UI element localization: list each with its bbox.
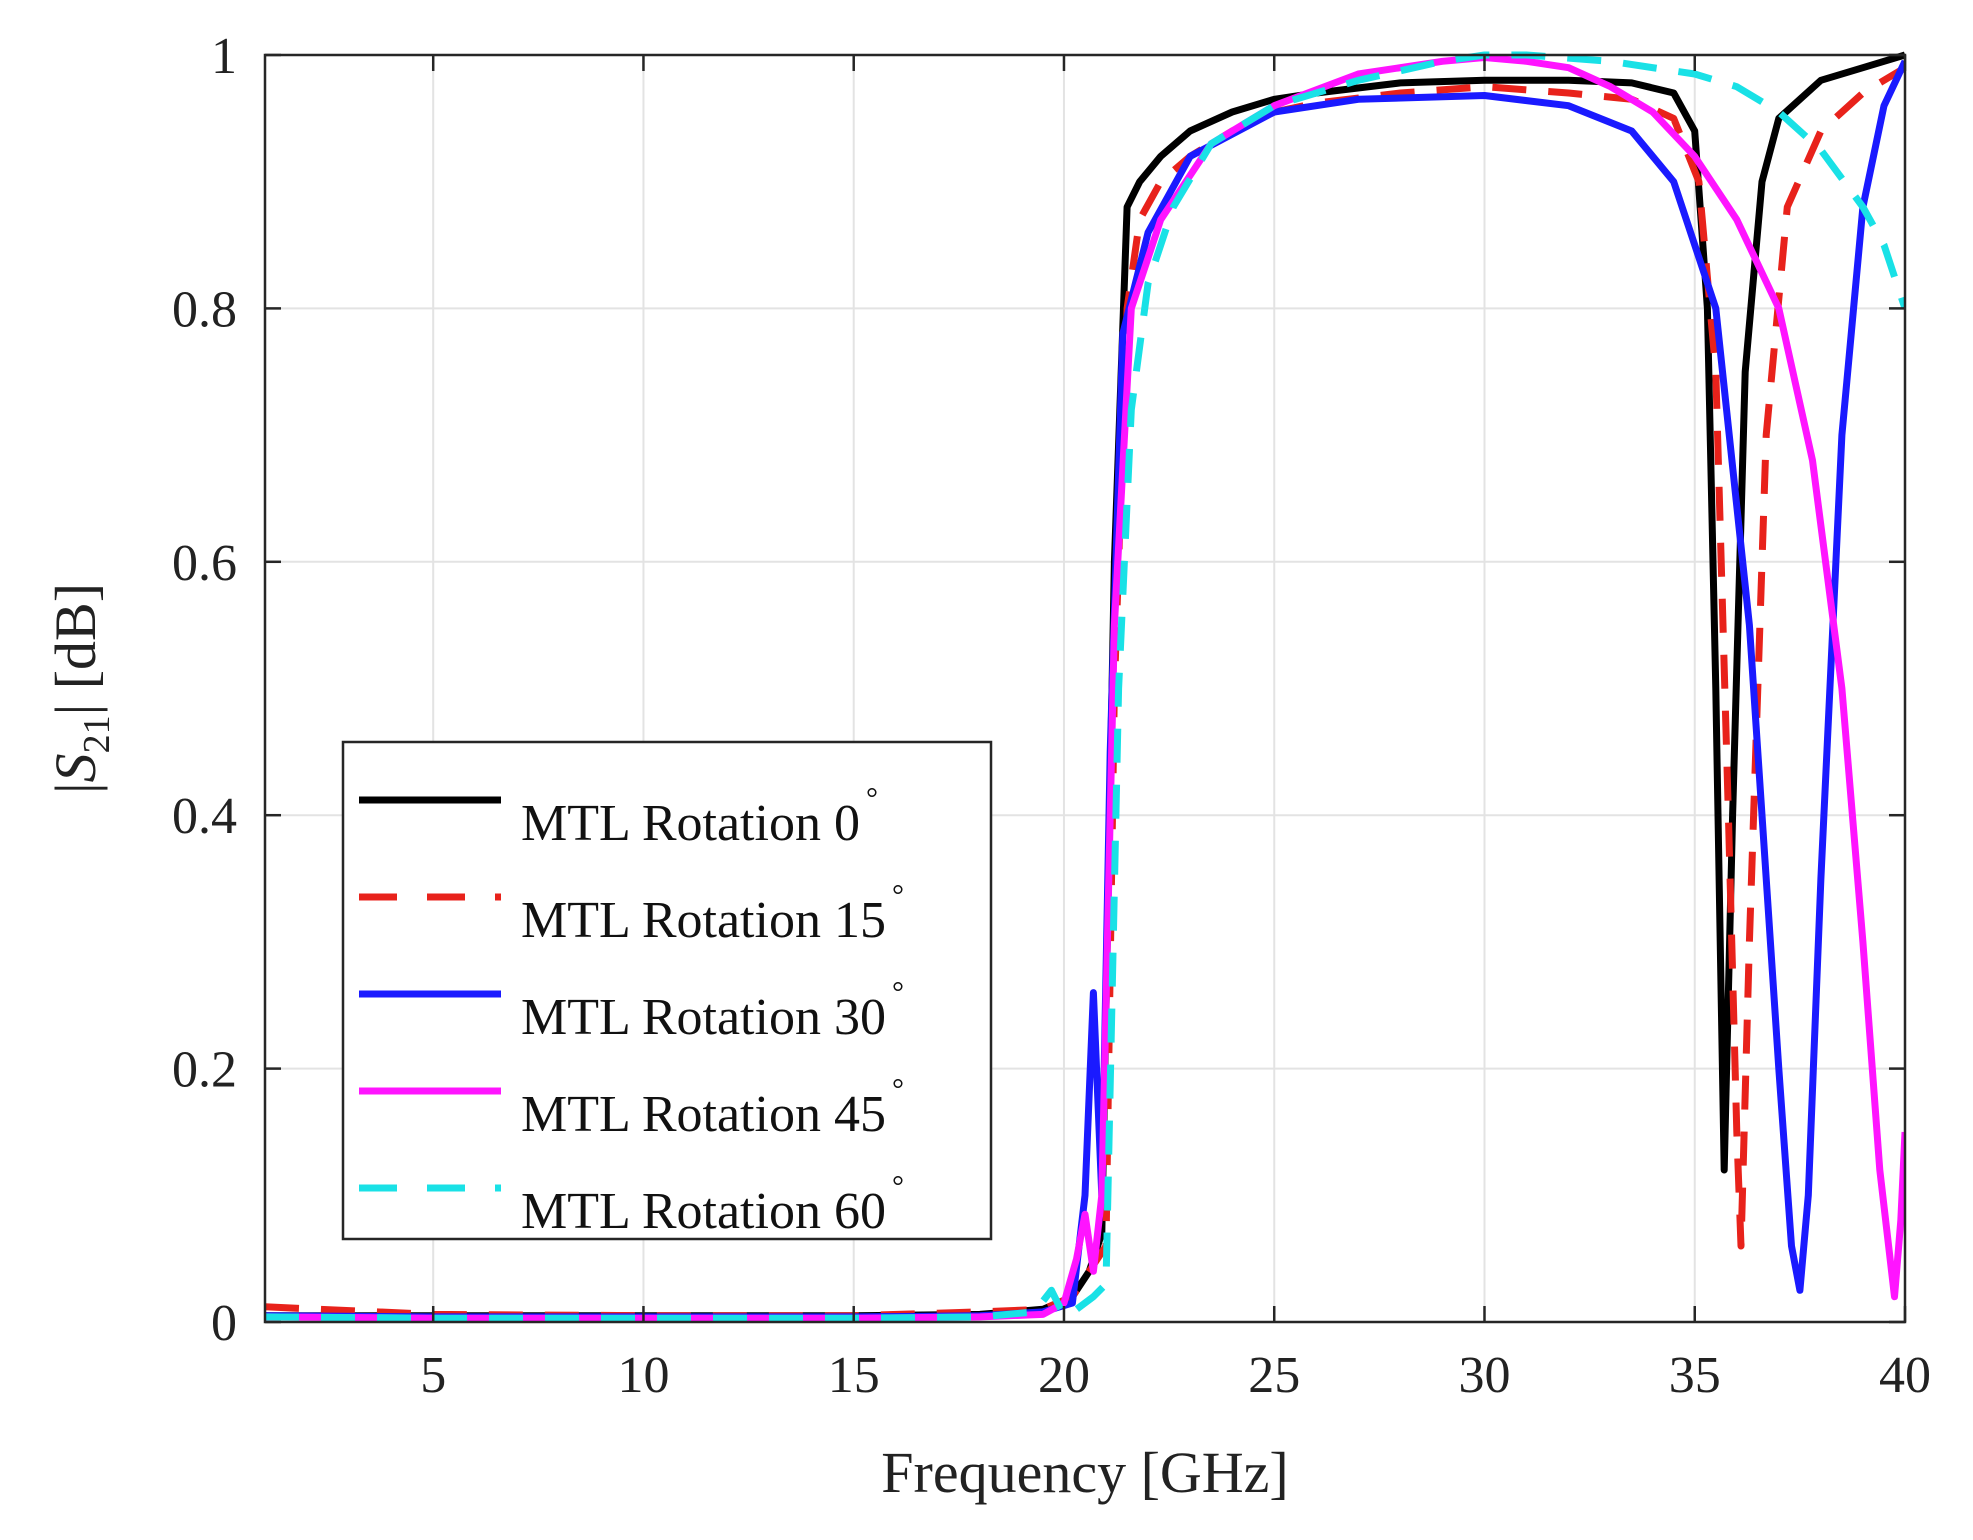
y-axis-label: |S21| [dB] — [43, 583, 118, 794]
legend: MTL Rotation 0 °MTL Rotation 15 °MTL Rotat… — [341, 740, 993, 1241]
y-tick-label: 0.2 — [172, 1042, 237, 1099]
legend-label-0: MTL Rotation 0 — [521, 795, 860, 852]
x-tick-label: 25 — [1248, 1347, 1300, 1404]
x-tick-label: 40 — [1879, 1347, 1931, 1404]
series-line-1 — [265, 64, 1905, 1320]
legend-degree-3: ° — [892, 1073, 904, 1106]
plot-frame — [263, 53, 1907, 1324]
y-tick-label: 0.6 — [172, 535, 237, 592]
tick-labels: 5 10 15 20 25 30 35 40 0 0.2 0.4 0.6 0.8 1 — [172, 28, 1931, 1404]
legend-degree-1: ° — [892, 879, 904, 912]
legend-degree-0: ° — [866, 782, 878, 815]
x-tick-label: 35 — [1669, 1347, 1721, 1404]
y-tick-label: 1 — [211, 28, 237, 85]
y-axis-label-pre: | — [43, 782, 108, 794]
legend-label-1: MTL Rotation 15 — [521, 892, 886, 949]
y-tick-label: 0.8 — [172, 281, 237, 338]
y-axis-label-sub: 21 — [76, 715, 118, 753]
legend-label-2: MTL Rotation 30 — [521, 989, 886, 1046]
ticks — [265, 53, 1907, 1324]
legend-label-4: MTL Rotation 60 — [521, 1183, 886, 1240]
y-tick-label: 0 — [211, 1295, 237, 1352]
series-line-4 — [265, 51, 1905, 1322]
legend-label-3: MTL Rotation 45 — [521, 1086, 886, 1143]
x-tick-label: 10 — [617, 1347, 669, 1404]
x-tick-label: 15 — [828, 1347, 880, 1404]
legend-degree-2: ° — [892, 976, 904, 1009]
x-axis-label: Frequency [GHz] — [881, 1440, 1288, 1505]
y-tick-label: 0.4 — [172, 788, 237, 845]
x-tick-label: 30 — [1458, 1347, 1510, 1404]
x-tick-label: 5 — [420, 1347, 446, 1404]
x-tick-label: 20 — [1038, 1347, 1090, 1404]
series-line-3 — [265, 54, 1905, 1322]
series-layer — [265, 51, 1905, 1322]
legend-degree-4: ° — [892, 1170, 904, 1203]
y-axis-label-post: | [dB] — [43, 583, 108, 715]
y-axis-label-var: S — [43, 753, 108, 782]
